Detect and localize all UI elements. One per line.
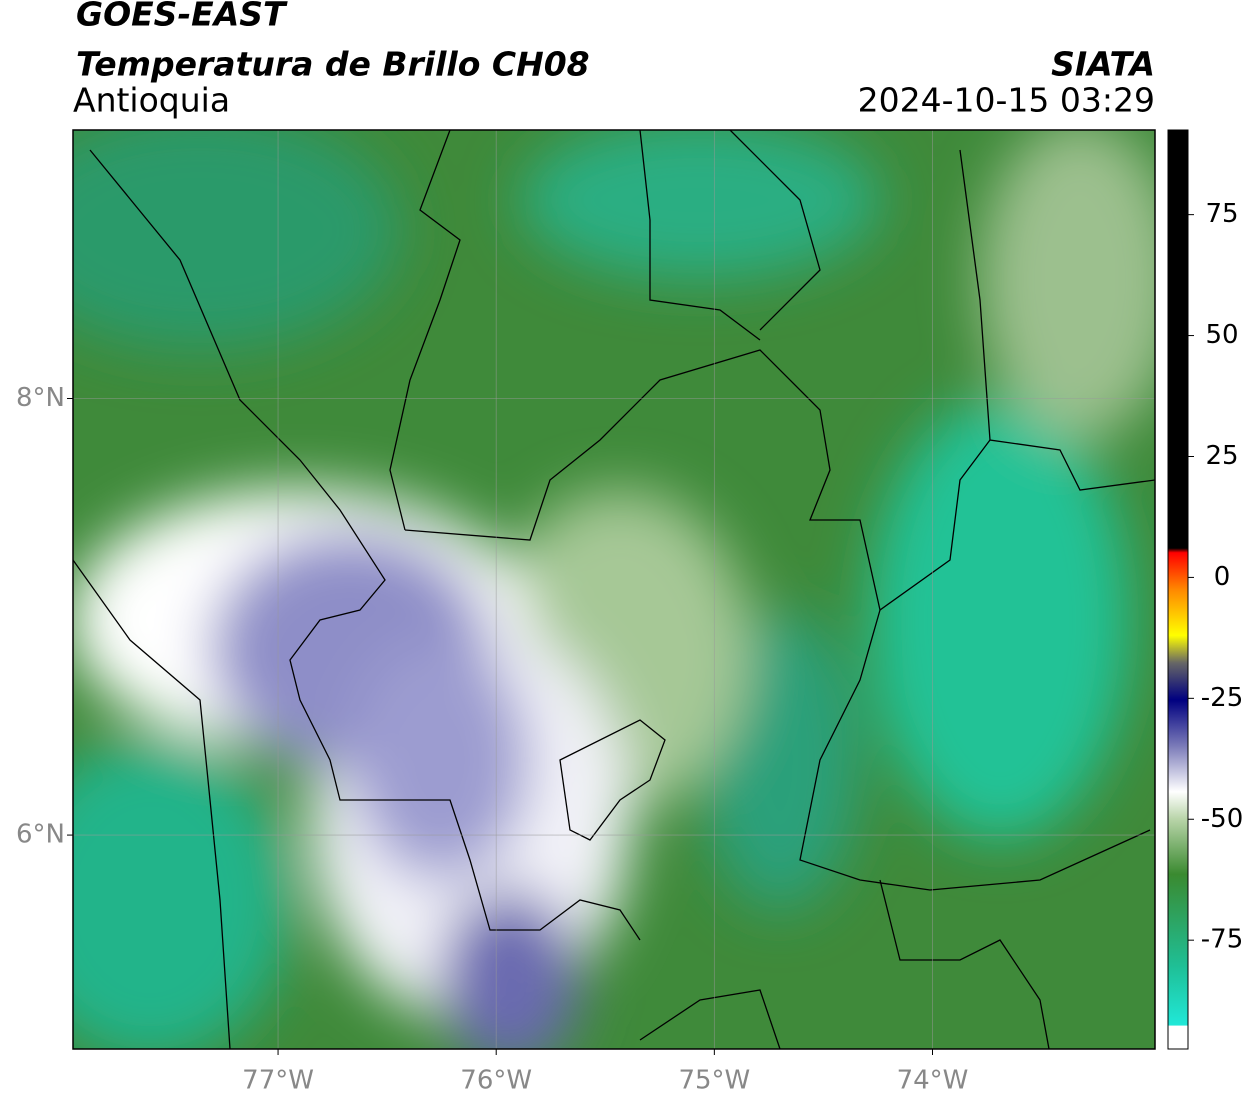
colorbar-tick-label: -25 [1201,683,1243,713]
colorbar-tick-label: 75 [1205,199,1238,229]
colorbar-tick-label: -75 [1201,925,1243,955]
title-line1: GOES-EAST [76,0,288,34]
colorbar [1167,129,1189,1050]
x-tick-label: 76°W [460,1066,532,1096]
colorbar-tick-label: 0 [1214,562,1231,592]
grid [73,130,1155,1049]
x-tick-label: 77°W [242,1066,314,1096]
y-tick-label: 6°N [16,820,65,850]
x-tick-label: 75°W [678,1066,750,1096]
datetime: 2024-10-15 03:29 [858,81,1155,120]
y-tick-label: 8°N [16,383,65,413]
colorbar-tick-label: -50 [1201,804,1243,834]
colorbar-tick-label: 25 [1205,441,1238,471]
region: Antioquia [73,81,230,120]
x-tick-label: 74°W [897,1066,969,1096]
satellite-image [73,130,1155,1049]
colorbar-tick-label: 50 [1205,320,1238,350]
boundaries [73,130,1155,1049]
source: SIATA [1051,45,1155,84]
title-line2: Temperatura de Brillo CH08 [76,45,590,84]
map-frame [72,129,1156,1050]
